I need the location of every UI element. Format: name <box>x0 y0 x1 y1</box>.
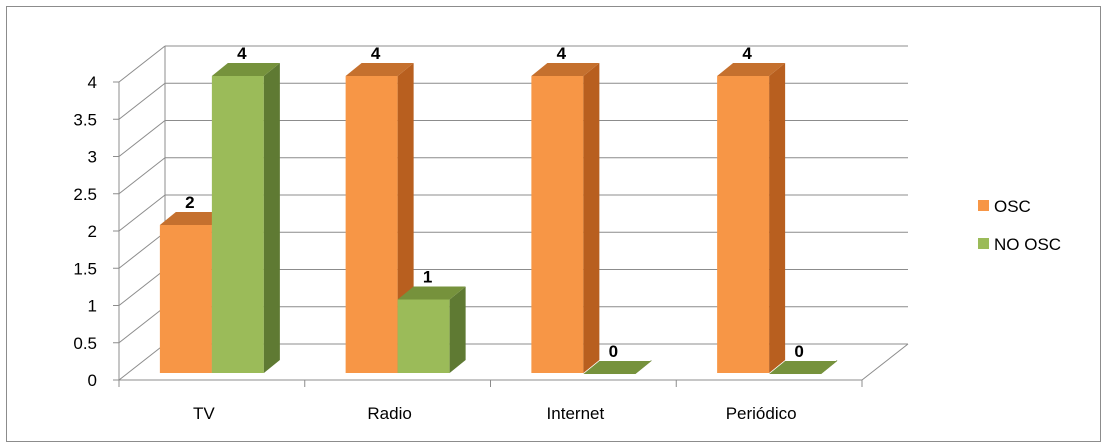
bar-osc-internet <box>531 63 600 373</box>
bar-top-face <box>583 361 652 374</box>
gridline-side <box>118 194 166 232</box>
legend-swatch-osc <box>978 200 989 211</box>
floor-edge <box>861 343 909 381</box>
gridline-side <box>118 306 166 344</box>
legend-swatch-no-osc <box>978 238 989 249</box>
bar-top-face <box>211 63 280 76</box>
data-label-osc-periodico: 4 <box>742 44 752 63</box>
bar-front-face <box>159 225 212 373</box>
bar-no-osc-internet <box>583 360 652 375</box>
y-tick-label: 4 <box>88 73 97 92</box>
bar-front-face <box>345 76 398 373</box>
x-category-label: Radio <box>367 404 411 423</box>
bar-front-face <box>531 76 584 373</box>
x-category-label: Periódico <box>726 404 797 423</box>
data-label-osc-internet: 4 <box>557 44 567 63</box>
bar-no-osc-radio <box>397 286 466 373</box>
bar-front-face <box>397 299 450 373</box>
data-label-osc-tv: 2 <box>185 193 194 212</box>
gridline-side <box>118 231 166 269</box>
bar-no-osc-periodico <box>769 360 838 375</box>
bar-no-osc-tv <box>211 63 280 373</box>
y-axis-ticks: 0 0.5 1 1.5 2 2.5 3 3.5 4 <box>73 73 97 390</box>
bars <box>159 63 838 375</box>
y-tick-label: 0.5 <box>73 334 97 353</box>
bar-top-face <box>345 63 414 76</box>
y-tick-label: 1 <box>88 297 97 316</box>
bar-osc-periodico <box>717 63 786 373</box>
bar-side-face <box>583 63 600 373</box>
y-tick-label: 3.5 <box>73 110 97 129</box>
data-labels: 2 4 4 4 4 1 0 0 <box>185 44 804 361</box>
bar-top-face <box>159 212 228 225</box>
gridline-side <box>118 157 166 195</box>
data-label-noosc-tv: 4 <box>237 44 247 63</box>
y-tick-label: 3 <box>88 148 97 167</box>
bar-top-face <box>769 361 838 374</box>
y-tick-label: 1.5 <box>73 259 97 278</box>
axes <box>113 81 909 387</box>
bar-front-face <box>211 76 264 373</box>
legend-label-no-osc: NO OSC <box>994 235 1061 254</box>
gridline-side <box>118 343 166 381</box>
bar-side-face <box>769 63 786 373</box>
legend: OSC NO OSC <box>978 197 1061 254</box>
data-label-noosc-internet: 0 <box>609 342 618 361</box>
data-label-noosc-radio: 1 <box>423 268 432 287</box>
data-label-noosc-periodico: 0 <box>794 342 803 361</box>
bar-top-face <box>531 63 600 76</box>
bar-front-face <box>717 76 770 373</box>
legend-label-osc: OSC <box>994 197 1031 216</box>
bar-top-face <box>717 63 786 76</box>
gridline-side <box>118 45 166 83</box>
x-axis-categories: TV Radio Internet Periódico <box>193 404 797 423</box>
y-tick-label: 2.5 <box>73 185 97 204</box>
gridline-side <box>118 269 166 306</box>
bar-top-face <box>397 286 466 300</box>
gridline-side <box>118 82 166 120</box>
bar-side-face <box>263 63 280 373</box>
x-category-label: Internet <box>547 404 605 423</box>
y-tick-label: 2 <box>88 222 97 241</box>
data-label-osc-radio: 4 <box>371 44 381 63</box>
x-category-label: TV <box>193 404 215 423</box>
y-tick-label: 0 <box>88 371 97 390</box>
gridline-side <box>118 120 166 157</box>
bar-side-face <box>449 286 466 373</box>
